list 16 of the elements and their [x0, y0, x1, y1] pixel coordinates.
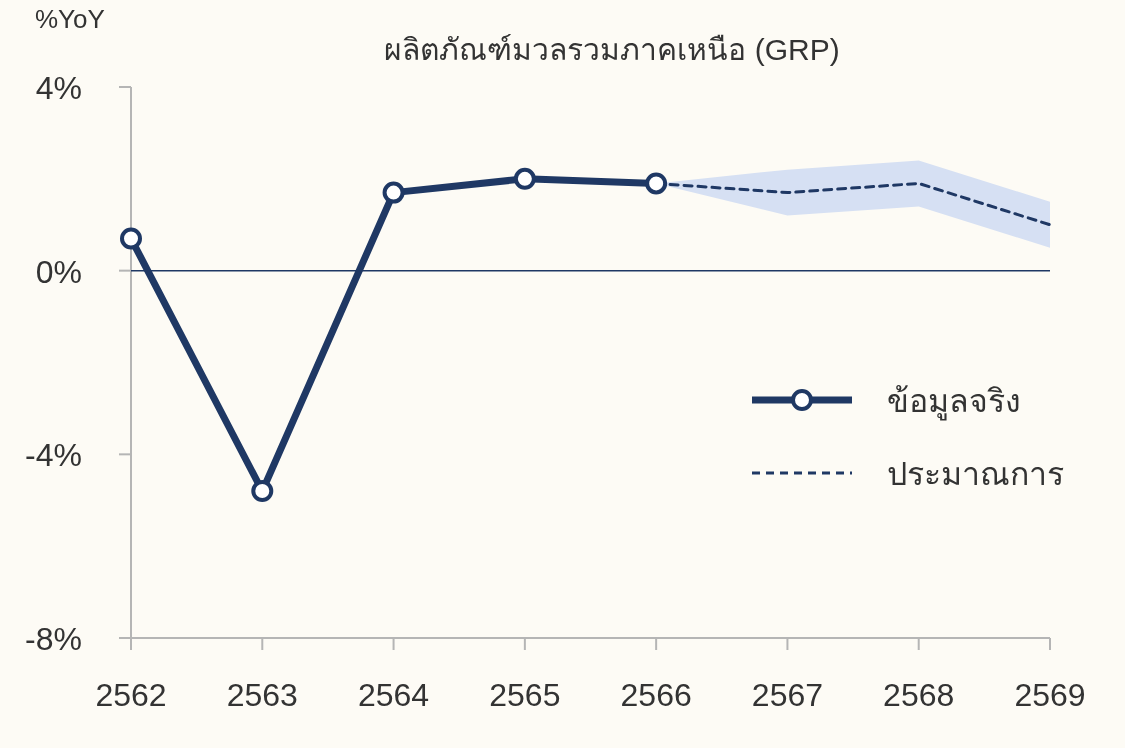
x-tick-label: 2564 [357, 677, 430, 713]
chart-title: ผลิตภัณฑ์มวลรวมภาคเหนือ (GRP) [384, 33, 840, 66]
x-tick-label: 2566 [620, 677, 692, 713]
x-tick-label: 2565 [489, 677, 561, 713]
y-tick-label: -4% [25, 437, 82, 474]
y-tick-label: 4% [35, 70, 82, 106]
x-tick-label: 2568 [883, 677, 955, 713]
x-tick-label: 2562 [95, 677, 167, 713]
y-tick-label: -8% [25, 621, 82, 657]
legend-label: ประมาณการ [887, 456, 1064, 492]
y-tick-label: 0% [35, 253, 82, 290]
x-tick-label: 2567 [751, 677, 824, 713]
x-tick-label: 2563 [226, 677, 298, 713]
legend-label: ข้อมูลจริง [887, 383, 1021, 421]
y-axis-title: %YoY [35, 4, 105, 34]
x-tick-label: 2569 [1014, 677, 1086, 713]
